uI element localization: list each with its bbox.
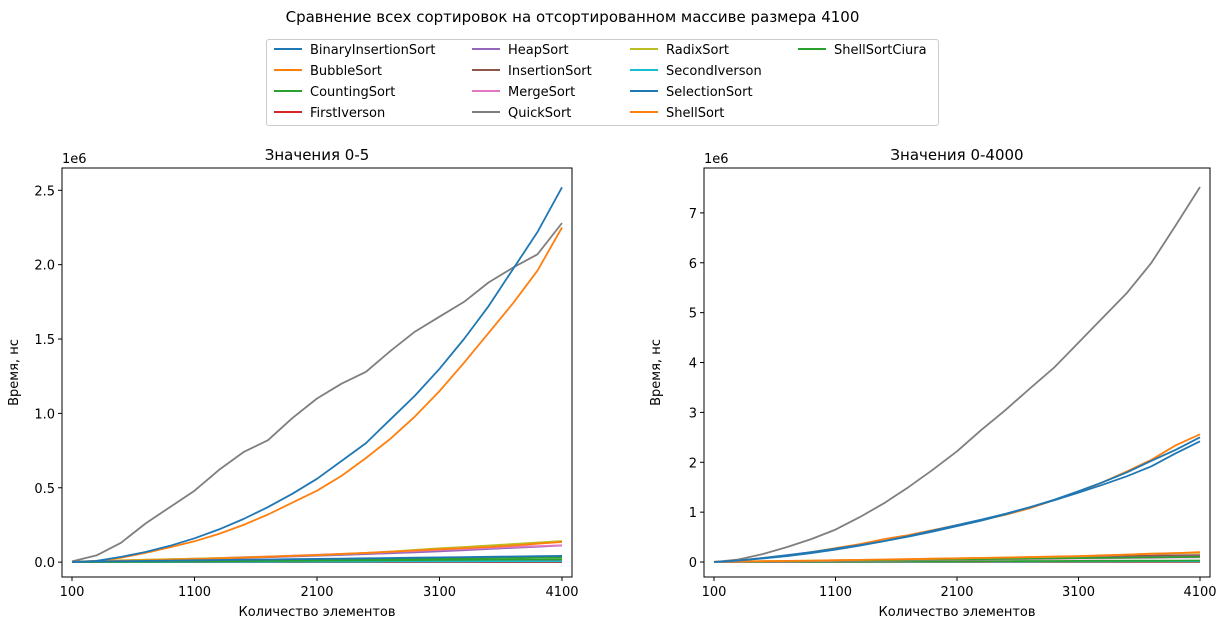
series-line-QuickSort [71,222,563,563]
y-tick-label: 1.0 [34,407,55,422]
y-tick-label: 0.0 [34,556,55,571]
legend-label: InsertionSort [508,64,592,79]
legend-item: FirstIverson [274,106,385,122]
y-tick-label: 3 [689,406,697,421]
series-line-BubbleSort [71,227,563,563]
legend-swatch [472,68,500,71]
legend-swatch [274,68,302,71]
legend-item: SelectionSort [630,85,753,101]
legend-label: FirstIverson [310,106,386,121]
legend-label: CountingSort [310,85,396,100]
legend-item: ShellSort [630,106,724,122]
x-tick-label: 1100 [819,585,852,600]
legend-label: ShellSortCiura [834,43,927,58]
y-offset-text: 1e6 [62,152,87,167]
series-line-SelectionSort [713,436,1201,563]
legend-label: BinaryInsertionSort [310,43,436,58]
y-offset-text: 1e6 [704,152,729,167]
legend-label: RadixSort [666,43,729,58]
legend-item: RadixSort [630,43,729,59]
series-line-SelectionSort [71,555,563,563]
legend-label: ShellSort [666,106,725,121]
x-tick-label: 2100 [940,585,973,600]
plot-frame [61,167,573,578]
legend-swatch [630,110,658,113]
series-line-BubbleSort [713,433,1201,563]
legend-swatch [798,47,826,50]
y-tick-label: 5 [689,307,697,322]
legend-item: SecondIverson [630,64,762,80]
legend-label: SelectionSort [666,85,753,100]
legend-label: MergeSort [508,85,576,100]
legend-item: InsertionSort [472,64,592,80]
legend-label: BubbleSort [310,64,382,79]
x-axis-label: Количество элементов [878,605,1035,620]
legend-swatch [472,110,500,113]
y-tick-label: 6 [689,257,697,272]
chart-title: Значения 0-5 [265,146,370,164]
x-tick-label: 3100 [1062,585,1095,600]
legend-item: MergeSort [472,85,575,101]
legend-item: HeapSort [472,43,569,59]
series-line-BinaryInsertionSort [713,440,1201,563]
y-tick-label: 2.0 [34,259,55,274]
y-tick-label: 1 [689,506,697,521]
legend-swatch [472,89,500,92]
legend-swatch [274,47,302,50]
y-tick-label: 1.5 [34,333,55,348]
legend-item: ShellSortCiura [798,43,927,59]
y-tick-label: 0.5 [34,482,55,497]
chart-title: Значения 0-4000 [890,146,1023,164]
legend-item: QuickSort [472,106,571,122]
series-line-ShellSort [713,551,1201,563]
x-tick-label: 4100 [545,585,578,600]
legend-swatch [472,47,500,50]
plot-frame [703,167,1211,578]
figure-title: Сравнение всех сортировок на отсортирова… [285,8,860,26]
y-tick-label: 0 [689,556,697,571]
legend-swatch [630,89,658,92]
legend-label: SecondIverson [666,64,762,79]
legend-swatch [274,89,302,92]
legend-swatch [630,68,658,71]
x-axis-label: Количество элементов [238,605,395,620]
x-tick-label: 100 [702,585,727,600]
x-tick-label: 3100 [423,585,456,600]
legend-item: BubbleSort [274,64,382,80]
y-axis-label: Время, нс [7,339,22,406]
series-line-QuickSort [713,186,1201,563]
series-line-BinaryInsertionSort [71,186,563,563]
x-tick-label: 1100 [178,585,211,600]
legend-item: CountingSort [274,85,395,101]
x-tick-label: 2100 [300,585,333,600]
y-tick-label: 2.5 [34,184,55,199]
legend-swatch [630,47,658,50]
legend-label: HeapSort [508,43,569,58]
x-tick-label: 4100 [1183,585,1216,600]
y-tick-label: 7 [689,207,697,222]
y-axis-label: Время, нс [649,339,664,406]
y-tick-label: 2 [689,456,697,471]
y-tick-label: 4 [689,357,697,372]
legend-swatch [274,110,302,113]
legend-label: QuickSort [508,106,572,121]
legend-item: BinaryInsertionSort [274,43,436,59]
x-tick-label: 100 [60,585,85,600]
legend: BinaryInsertionSort BubbleSort CountingSor… [266,39,939,126]
